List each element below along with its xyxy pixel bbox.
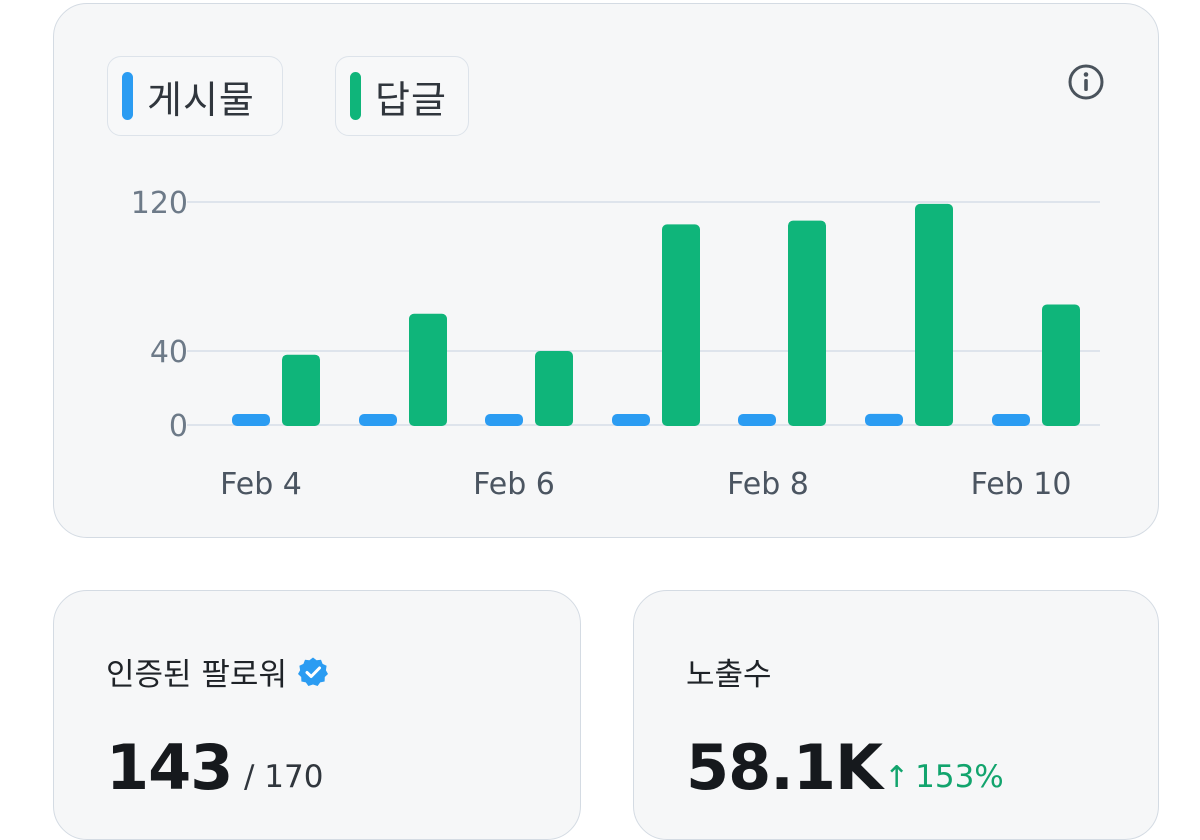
replies-bar[interactable]	[409, 313, 447, 426]
info-icon[interactable]	[1066, 62, 1106, 102]
posts-bar[interactable]	[738, 414, 776, 426]
legend-toggle-replies[interactable]: 답글	[335, 56, 469, 136]
posts-bar[interactable]	[865, 413, 903, 426]
legend-swatch-replies	[350, 72, 361, 120]
y-tick-label: 40	[150, 335, 188, 370]
legend-toggle-posts[interactable]: 게시물	[107, 56, 283, 136]
impressions-change: ↑ 153%	[884, 759, 1004, 795]
replies-bar[interactable]	[535, 351, 573, 426]
activity-chart-card: 0 40 120 Feb 4 Feb 6 Feb 8 Feb 10 게시물 답글	[53, 3, 1159, 538]
posts-bar[interactable]	[359, 414, 397, 426]
legend-label-replies: 답글	[375, 77, 447, 122]
verified-followers-total: / 170	[244, 759, 324, 795]
y-tick-label: 0	[169, 409, 188, 444]
up-arrow-icon: ↑	[884, 759, 910, 795]
bar-chart: 0 40 120 Feb 4 Feb 6 Feb 8 Feb 10	[131, 186, 1100, 502]
replies-bar[interactable]	[662, 224, 700, 426]
legend-swatch-posts	[122, 72, 133, 120]
replies-bar[interactable]	[1042, 304, 1080, 426]
x-tick-label: Feb 6	[473, 467, 555, 502]
x-tick-label: Feb 8	[727, 467, 809, 502]
verified-followers-title-row: 인증된 팔로워	[106, 649, 329, 694]
verified-badge-icon	[297, 657, 328, 686]
posts-bar[interactable]	[612, 414, 650, 426]
replies-bar[interactable]	[915, 203, 953, 426]
posts-bar[interactable]	[992, 414, 1030, 426]
legend-label-posts: 게시물	[147, 77, 255, 122]
verified-followers-card: 인증된 팔로워 143 / 170	[53, 590, 581, 840]
verified-followers-value: 143	[106, 731, 233, 804]
posts-bar[interactable]	[232, 414, 270, 426]
posts-bar[interactable]	[485, 414, 523, 426]
y-tick-label: 120	[131, 186, 188, 221]
replies-bar[interactable]	[788, 220, 826, 426]
impressions-change-value: 153%	[915, 759, 1004, 795]
x-tick-label: Feb 10	[971, 467, 1072, 502]
impressions-value: 58.1K	[686, 731, 883, 804]
impressions-card: 노출수 58.1K ↑ 153%	[633, 590, 1159, 840]
verified-followers-title: 인증된 팔로워	[106, 657, 287, 693]
x-tick-label: Feb 4	[220, 467, 302, 502]
impressions-title: 노출수	[686, 657, 772, 693]
replies-bar[interactable]	[282, 354, 320, 426]
